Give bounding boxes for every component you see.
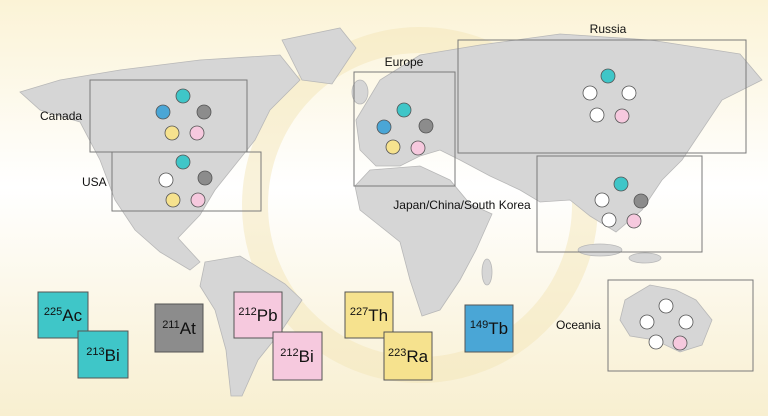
mass-number: 213: [86, 346, 104, 358]
element-symbol: Bi: [105, 346, 120, 365]
isotope-label: 227Th: [350, 306, 388, 326]
element-symbol: Ac: [62, 306, 82, 325]
mass-number: 227: [350, 306, 368, 318]
isotope-label: 211At: [162, 319, 196, 339]
region-boxes: [89, 39, 754, 372]
region-label: Canada: [40, 109, 82, 123]
element-symbol: Ra: [406, 347, 428, 366]
region-label: Russia: [590, 22, 627, 36]
element-symbol: Tb: [488, 319, 508, 338]
isotope-label: 223Ra: [388, 347, 429, 367]
isotope-label: 213Bi: [86, 346, 119, 366]
isotope-label: 212Bi: [280, 347, 313, 367]
isotope-label: 212Pb: [238, 306, 277, 326]
element-symbol: Pb: [257, 306, 278, 325]
mass-number: 212: [280, 347, 298, 359]
mass-number: 211: [162, 319, 180, 331]
region-label: USA: [82, 175, 107, 189]
region-label: Oceania: [556, 318, 601, 332]
mass-number: 223: [388, 347, 406, 359]
region-label: Europe: [385, 55, 424, 69]
element-symbol: Bi: [299, 347, 314, 366]
element-symbol: Th: [368, 306, 388, 325]
availability-dots: [155, 68, 694, 351]
isotope-label: 149Tb: [470, 319, 508, 339]
isotope-legend: [37, 291, 514, 381]
mass-number: 225: [44, 306, 62, 318]
isotope-label: 225Ac: [44, 306, 83, 326]
region-label: Japan/China/South Korea: [393, 198, 531, 212]
mass-number: 149: [470, 319, 488, 331]
element-symbol: At: [180, 319, 196, 338]
mass-number: 212: [238, 306, 256, 318]
